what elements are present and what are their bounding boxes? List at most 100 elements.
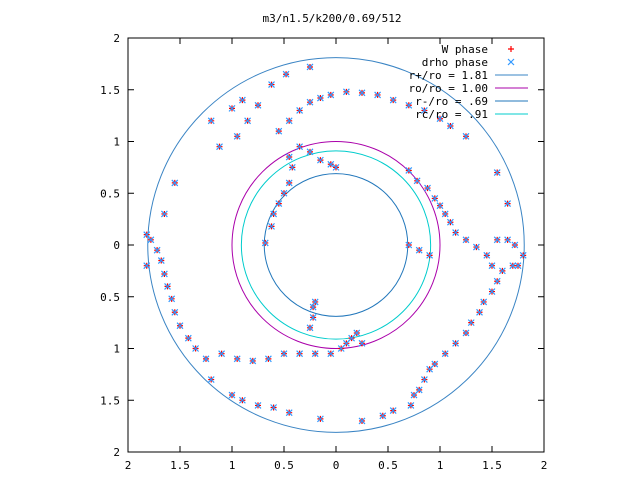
drho-phase-marker [143, 262, 151, 270]
drho-phase-marker [452, 229, 460, 237]
phase-point [431, 360, 439, 368]
drho-phase-marker [405, 241, 413, 249]
reference-circles [147, 57, 525, 433]
phase-point [184, 334, 192, 342]
drho-phase-marker [218, 350, 226, 358]
drho-phase-marker [228, 391, 236, 399]
phase-points [143, 63, 527, 425]
phase-point [316, 156, 324, 164]
drho-phase-marker [327, 160, 335, 168]
phase-point [147, 236, 155, 244]
phase-point [218, 350, 226, 358]
y-tick-label: 0 [113, 239, 120, 252]
drho-phase-marker [483, 251, 491, 259]
y-tick-label: 1.5 [100, 394, 120, 407]
phase-point [164, 282, 171, 290]
phase-point [268, 222, 275, 230]
phase-point [238, 396, 246, 404]
legend-marker-plus [508, 46, 514, 52]
phase-point [379, 412, 387, 420]
phase-point [462, 132, 470, 140]
drho-phase-marker [316, 94, 324, 102]
phase-point [228, 391, 236, 399]
drho-phase-marker [306, 63, 314, 71]
drho-phase-marker [176, 322, 184, 330]
drho-phase-marker [306, 98, 314, 106]
x-tick-label: 1.5 [482, 459, 502, 472]
drho-phase-marker [472, 243, 480, 251]
y-tick-label: 1 [113, 136, 120, 149]
drho-phase-marker [436, 115, 444, 123]
drho-phase-marker [476, 308, 483, 316]
phase-point [493, 236, 501, 244]
phase-point [311, 350, 319, 358]
phase-point [296, 107, 304, 114]
phase-point [285, 153, 293, 161]
drho-phase-marker [282, 70, 290, 78]
phase-point [160, 210, 168, 218]
drho-phase-marker [493, 169, 501, 176]
phase-point [160, 270, 168, 278]
drho-phase-marker [426, 365, 434, 373]
phase-point [410, 391, 418, 399]
drho-phase-marker [405, 167, 413, 174]
phase-point [462, 236, 470, 244]
drho-phase-marker [311, 350, 319, 358]
drho-phase-marker [493, 236, 501, 244]
phase-point [216, 143, 223, 151]
drho-phase-marker [441, 210, 449, 218]
drho-phase-marker [261, 239, 269, 247]
phase-point [472, 243, 480, 251]
phase-point [436, 115, 444, 123]
phase-point [143, 262, 151, 270]
phase-point [353, 329, 361, 337]
phase-point [296, 350, 304, 358]
phase-point [488, 288, 496, 295]
phase-point [168, 295, 176, 303]
phase-point [431, 195, 439, 202]
drho-phase-marker [467, 319, 475, 327]
drho-phase-marker [244, 117, 252, 125]
x-tick-label: 1 [229, 459, 236, 472]
drho-phase-marker [207, 117, 215, 125]
phase-point [285, 117, 293, 125]
phase-point [436, 202, 444, 210]
phase-point [153, 246, 161, 254]
drho-phase-marker [446, 122, 454, 130]
phase-point [285, 409, 293, 417]
drho-phase-marker [143, 231, 151, 239]
phase-point [374, 91, 382, 99]
legend-label: rc/ro = .91 [415, 108, 488, 121]
drho-phase-marker [184, 334, 192, 342]
drho-phase-marker [254, 101, 262, 109]
x-tick-label: 1.5 [170, 459, 190, 472]
drho-phase-marker [415, 246, 423, 254]
drho-phase-marker [327, 350, 335, 358]
phase-point [306, 63, 314, 71]
phase-point [268, 81, 275, 88]
phase-point [192, 345, 200, 352]
drho-phase-marker [316, 415, 324, 423]
phase-point [261, 239, 269, 247]
legend-marker-cross [507, 58, 515, 66]
drho-phase-marker [238, 96, 246, 104]
phase-point [483, 251, 491, 259]
phase-point [509, 262, 517, 270]
phase-point [426, 251, 434, 259]
phase-point [504, 200, 512, 208]
drho-phase-marker [337, 345, 345, 352]
drho-phase-marker [168, 295, 176, 303]
drho-phase-marker [509, 262, 517, 270]
drho-phase-marker [216, 143, 223, 151]
drho-phase-marker [379, 412, 387, 420]
phase-point [244, 117, 252, 125]
phase-point [275, 200, 283, 208]
phase-point [493, 169, 501, 176]
drho-phase-marker [353, 329, 361, 337]
drho-phase-marker [280, 189, 288, 197]
phase-point [348, 334, 356, 342]
phase-point [143, 231, 151, 239]
phase-point [424, 184, 431, 192]
drho-phase-marker [441, 350, 449, 358]
